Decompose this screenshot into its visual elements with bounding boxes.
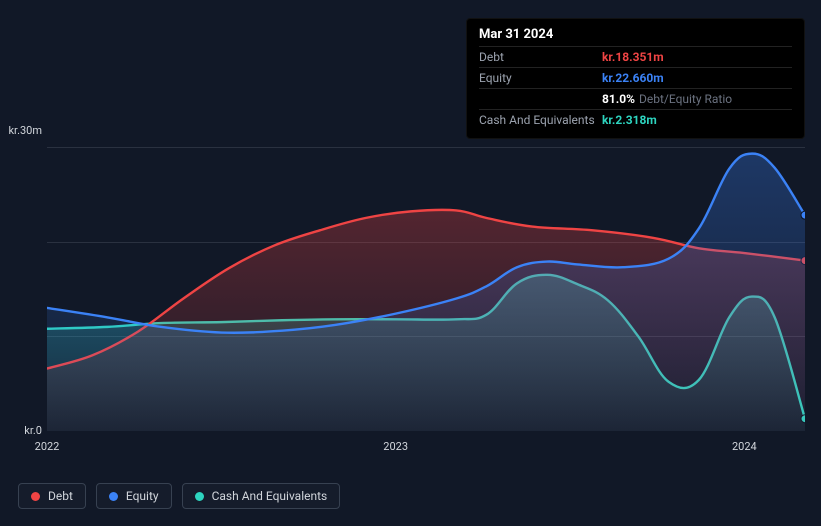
tooltip-row-label: Cash And Equivalents [479,113,602,127]
legend-label: Cash And Equivalents [212,489,328,503]
tooltip-row-value: 81.0% [602,92,635,106]
tooltip-row-value: kr.22.660m [602,71,664,85]
tooltip-row: Equitykr.22.660m [479,67,792,88]
legend-dot-icon [195,492,204,501]
tooltip-panel: Mar 31 2024 Debtkr.18.351mEquitykr.22.66… [466,18,805,139]
legend-label: Equity [126,489,159,503]
tooltip-date: Mar 31 2024 [479,27,792,46]
x-axis-tick: 2022 [35,440,60,453]
legend-dot-icon [109,492,118,501]
tooltip-row-value: kr.2.318m [602,113,657,127]
x-axis: 202220232024 [47,440,805,460]
legend-item[interactable]: Debt [18,483,86,509]
y-axis-label-bottom: kr.0 [0,424,42,437]
legend-dot-icon [31,492,40,501]
y-axis-label-top: kr.30m [0,124,42,137]
x-axis-tick: 2023 [383,440,408,453]
tooltip-row: 81.0% Debt/Equity Ratio [479,88,792,109]
tooltip-row: Cash And Equivalentskr.2.318m [479,109,792,130]
legend-item[interactable]: Cash And Equivalents [182,483,341,509]
legend: Debt Equity Cash And Equivalents [18,483,340,509]
tooltip-row-label [479,92,602,106]
tooltip-row: Debtkr.18.351m [479,46,792,67]
legend-item[interactable]: Equity [96,483,172,509]
chart-container: Mar 31 2024 Debtkr.18.351mEquitykr.22.66… [0,0,821,526]
legend-label: Debt [48,489,73,503]
tooltip-row-label: Debt [479,50,602,64]
x-axis-tick: 2024 [732,440,757,453]
tooltip-row-label: Equity [479,71,602,85]
chart-plot-area [47,147,805,431]
series-end-marker [801,211,805,219]
tooltip-row-value: kr.18.351m [602,50,664,64]
tooltip-row-extra: Debt/Equity Ratio [639,92,732,106]
